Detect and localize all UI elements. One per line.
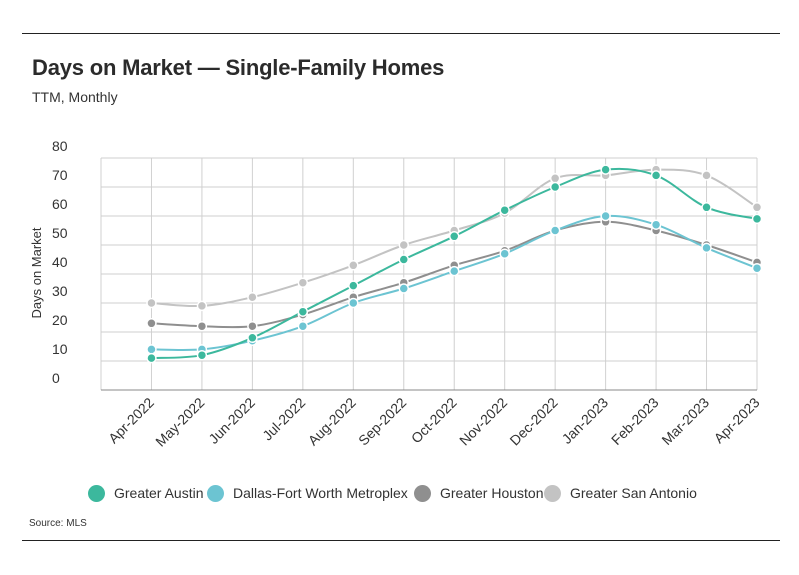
data-point: [701, 170, 712, 181]
data-point: [448, 265, 460, 277]
x-tick-label: Dec-2022: [507, 394, 561, 448]
data-point: [247, 332, 258, 344]
data-point: [751, 262, 763, 274]
data-point: [398, 283, 410, 294]
y-tick-label: 0: [52, 370, 60, 386]
data-point: [247, 291, 258, 303]
legend-swatch: [414, 484, 431, 502]
data-point: [650, 219, 662, 230]
data-point: [398, 254, 410, 265]
data-point: [146, 352, 157, 364]
x-tick-label: Jul-2022: [259, 394, 308, 443]
x-tick-label: Apr-2022: [105, 394, 157, 446]
data-point: [146, 297, 157, 309]
data-point: [751, 213, 763, 225]
legend-item: Dallas-Fort Worth Metroplex: [207, 482, 408, 504]
legend-item: Greater San Antonio: [544, 482, 697, 504]
x-tick-label: Nov-2022: [456, 394, 510, 448]
data-point: [348, 260, 359, 271]
data-point: [600, 164, 611, 175]
chart-title: Days on Market — Single-Family Homes: [32, 55, 445, 80]
data-point: [146, 344, 157, 355]
y-tick-label: 60: [52, 196, 68, 212]
x-tick-label: Sep-2022: [355, 394, 409, 448]
data-point: [398, 239, 410, 251]
x-tick-label: Jun-2022: [205, 394, 258, 447]
data-point: [297, 306, 309, 317]
y-tick-label: 40: [52, 254, 68, 270]
data-point: [499, 204, 510, 216]
data-point: [297, 320, 309, 332]
data-point: [448, 231, 460, 242]
data-point: [348, 297, 359, 309]
x-tick-label: Apr-2023: [711, 394, 763, 446]
data-point: [348, 280, 359, 291]
data-point: [751, 202, 763, 213]
data-point: [196, 349, 208, 361]
source-note: Source: MLS: [29, 518, 87, 529]
y-tick-label: 80: [52, 138, 68, 154]
legend-swatch: [544, 484, 561, 502]
legend-label: Greater San Antonio: [570, 485, 697, 501]
y-tick-label: 20: [52, 312, 68, 328]
x-tick-label: Jan-2023: [559, 394, 612, 447]
data-point: [196, 300, 208, 312]
legend-item: Greater Austin: [88, 482, 204, 504]
data-point: [549, 225, 561, 236]
legend-label: Dallas-Fort Worth Metroplex: [233, 485, 408, 501]
data-point: [549, 173, 561, 184]
y-tick-label: 10: [52, 341, 68, 357]
legend-label: Greater Houston: [440, 485, 544, 501]
y-tick-label: 30: [52, 283, 68, 299]
data-point: [146, 318, 157, 329]
data-point: [549, 181, 561, 193]
data-point: [701, 242, 712, 254]
data-point: [297, 277, 309, 288]
y-axis-label: Days on Market: [29, 227, 44, 318]
legend-item: Greater Houston: [414, 482, 544, 504]
top-rule: [22, 33, 780, 34]
x-tick-label: Oct-2022: [408, 394, 460, 446]
y-tick-label: 50: [52, 225, 68, 241]
x-tick-label: May-2022: [152, 394, 207, 449]
data-point: [247, 320, 258, 332]
data-point: [600, 210, 611, 222]
data-point: [196, 320, 208, 332]
bottom-rule: [22, 540, 780, 541]
x-tick-label: Mar-2023: [658, 394, 712, 448]
legend-swatch: [207, 484, 224, 502]
data-point: [701, 202, 712, 213]
y-tick-label: 70: [52, 167, 68, 183]
legend-label: Greater Austin: [114, 485, 204, 501]
x-tick-label: Feb-2023: [608, 394, 662, 448]
legend-swatch: [88, 484, 105, 502]
chart-subtitle: TTM, Monthly: [32, 89, 118, 105]
x-tick-label: Aug-2022: [305, 394, 359, 448]
data-point: [650, 170, 662, 181]
data-point: [499, 248, 510, 259]
chart-legend: Greater Austin Dallas-Fort Worth Metrople…: [0, 482, 799, 504]
